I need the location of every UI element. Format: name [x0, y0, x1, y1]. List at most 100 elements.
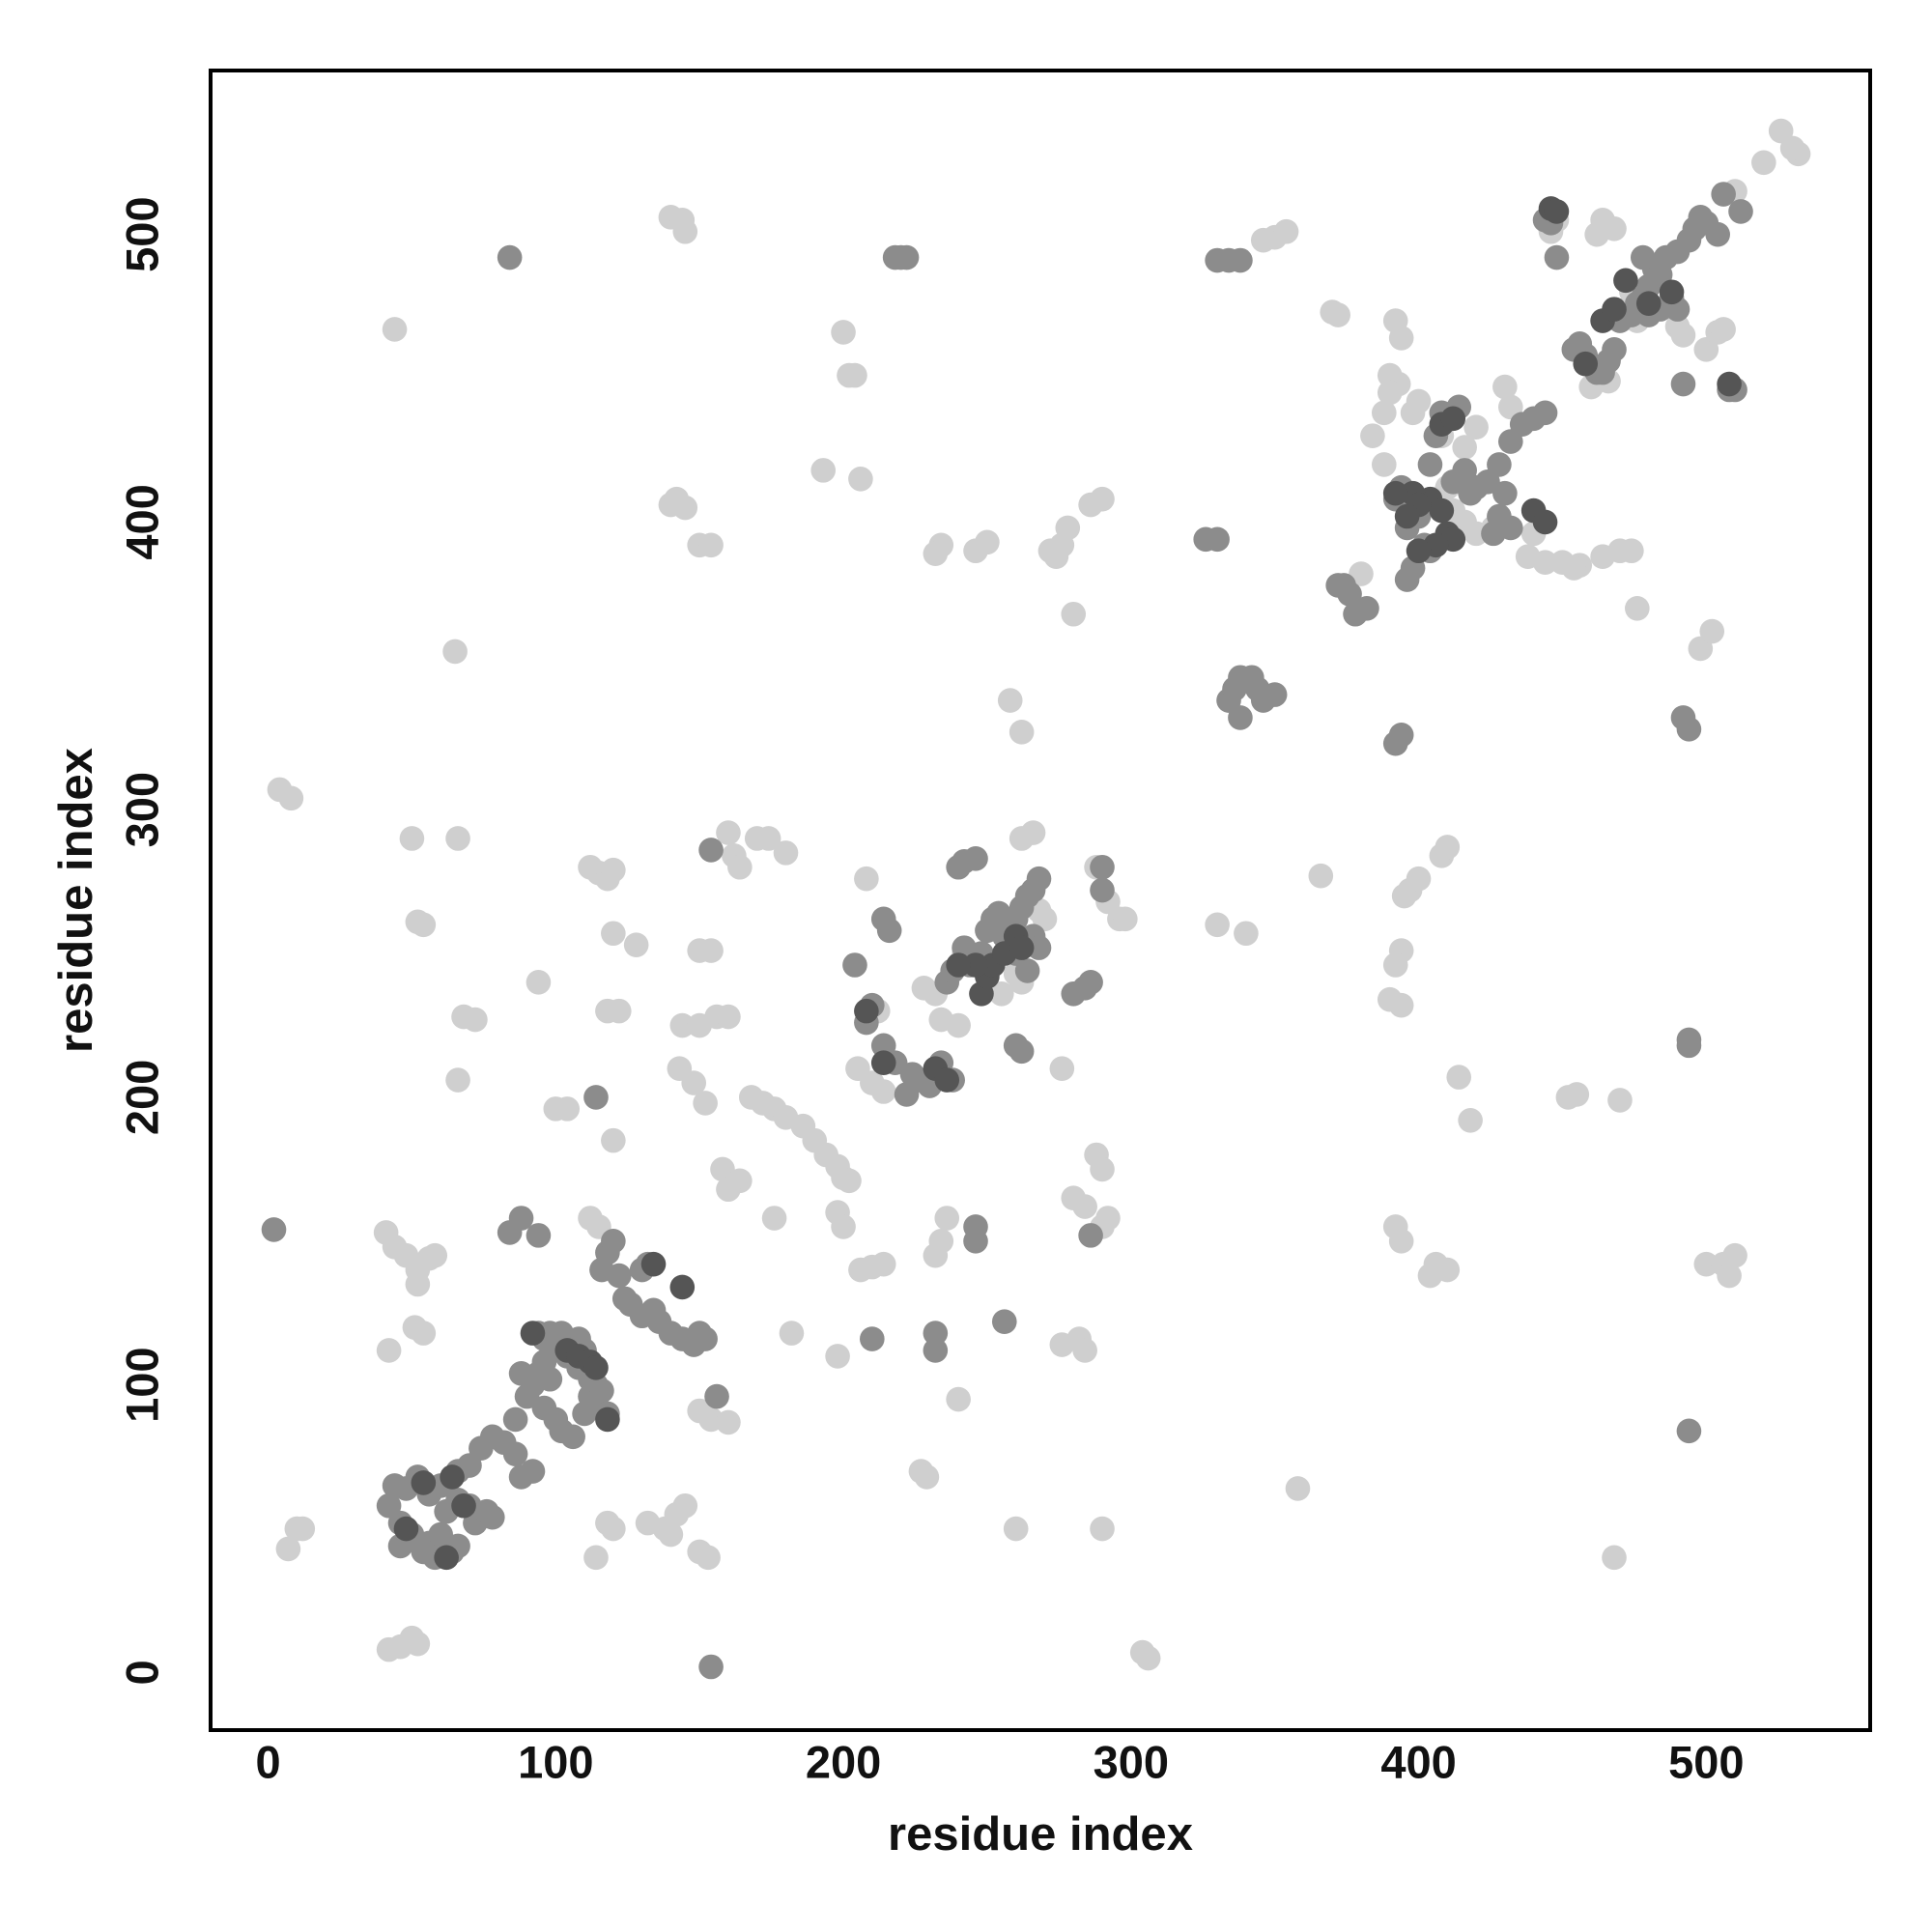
- point: [451, 1492, 476, 1519]
- point: [1532, 400, 1558, 426]
- point: [1728, 199, 1753, 224]
- point: [928, 1229, 954, 1254]
- point: [831, 1214, 856, 1239]
- point: [405, 1271, 431, 1297]
- point: [779, 1321, 805, 1346]
- point: [1020, 820, 1046, 845]
- point: [870, 1050, 896, 1076]
- point: [870, 1079, 896, 1104]
- point: [1602, 297, 1627, 322]
- y-tick-label: 100: [116, 1347, 167, 1422]
- point: [1061, 601, 1087, 627]
- point: [1095, 1206, 1121, 1231]
- point: [831, 320, 856, 345]
- point: [914, 1464, 940, 1490]
- point: [716, 1177, 741, 1203]
- point: [870, 1251, 896, 1277]
- point: [698, 532, 724, 558]
- point: [1751, 150, 1776, 176]
- point: [672, 1492, 698, 1519]
- point: [440, 1464, 465, 1490]
- point: [923, 1321, 949, 1346]
- x-tick-label: 300: [1094, 1736, 1169, 1787]
- point: [1532, 509, 1558, 535]
- point: [1602, 1545, 1627, 1571]
- point: [1435, 835, 1461, 860]
- point: [1049, 1332, 1075, 1357]
- point: [860, 1326, 885, 1351]
- point: [393, 1516, 419, 1542]
- point: [261, 1217, 287, 1242]
- point: [1607, 1088, 1633, 1113]
- point: [1625, 595, 1650, 621]
- x-tick-label: 400: [1380, 1736, 1456, 1787]
- point: [526, 970, 552, 995]
- points: [261, 118, 1811, 1680]
- point: [1544, 244, 1570, 270]
- point: [1670, 323, 1696, 348]
- point: [640, 1251, 667, 1277]
- point: [681, 1070, 707, 1095]
- point: [1602, 215, 1627, 242]
- point: [716, 1409, 741, 1435]
- x-axis-label: residue index: [888, 1808, 1193, 1861]
- point: [1492, 480, 1518, 506]
- point: [445, 826, 470, 851]
- point: [1406, 866, 1432, 892]
- point: [1090, 486, 1115, 512]
- point: [508, 1206, 534, 1231]
- point: [1573, 351, 1599, 377]
- point: [1337, 582, 1362, 607]
- point: [1458, 1107, 1483, 1133]
- point: [854, 998, 879, 1024]
- point: [405, 1631, 431, 1657]
- point: [1388, 722, 1414, 748]
- x-tick-label: 100: [518, 1736, 593, 1787]
- y-tick-label: 300: [116, 772, 167, 847]
- point: [583, 1085, 609, 1110]
- point: [923, 1338, 949, 1363]
- y-tick-label: 0: [116, 1660, 167, 1685]
- point: [1394, 503, 1420, 529]
- point: [601, 1229, 626, 1254]
- point: [520, 1321, 546, 1346]
- point: [1308, 863, 1334, 889]
- point: [411, 1539, 437, 1565]
- point: [946, 1012, 971, 1038]
- point: [411, 1470, 437, 1495]
- point: [1711, 182, 1736, 207]
- x-tick-label: 0: [255, 1736, 280, 1787]
- point: [1014, 958, 1040, 983]
- point: [934, 1206, 960, 1231]
- point: [1602, 337, 1627, 362]
- y-tick-label: 200: [116, 1060, 167, 1135]
- point: [716, 820, 741, 845]
- y-axis-label: residue index: [50, 748, 102, 1053]
- point: [497, 244, 523, 270]
- point: [434, 1545, 459, 1571]
- y-tick-label: 500: [116, 197, 167, 272]
- point: [595, 1406, 620, 1433]
- point: [963, 1229, 988, 1254]
- point: [842, 362, 867, 388]
- point: [825, 1344, 850, 1369]
- point: [1693, 1251, 1719, 1277]
- point: [422, 1242, 448, 1268]
- point: [1382, 952, 1408, 978]
- point: [554, 1096, 581, 1122]
- point: [290, 1516, 316, 1542]
- point: [1009, 1038, 1035, 1065]
- point: [1003, 1516, 1029, 1542]
- point: [989, 980, 1014, 1007]
- point: [560, 1424, 585, 1450]
- point: [755, 826, 781, 851]
- point: [1388, 1229, 1414, 1254]
- point: [1343, 601, 1368, 627]
- point: [1590, 544, 1615, 569]
- point: [1670, 371, 1696, 397]
- x-tick-label: 500: [1668, 1736, 1744, 1787]
- point: [1705, 221, 1730, 247]
- point: [1377, 380, 1403, 406]
